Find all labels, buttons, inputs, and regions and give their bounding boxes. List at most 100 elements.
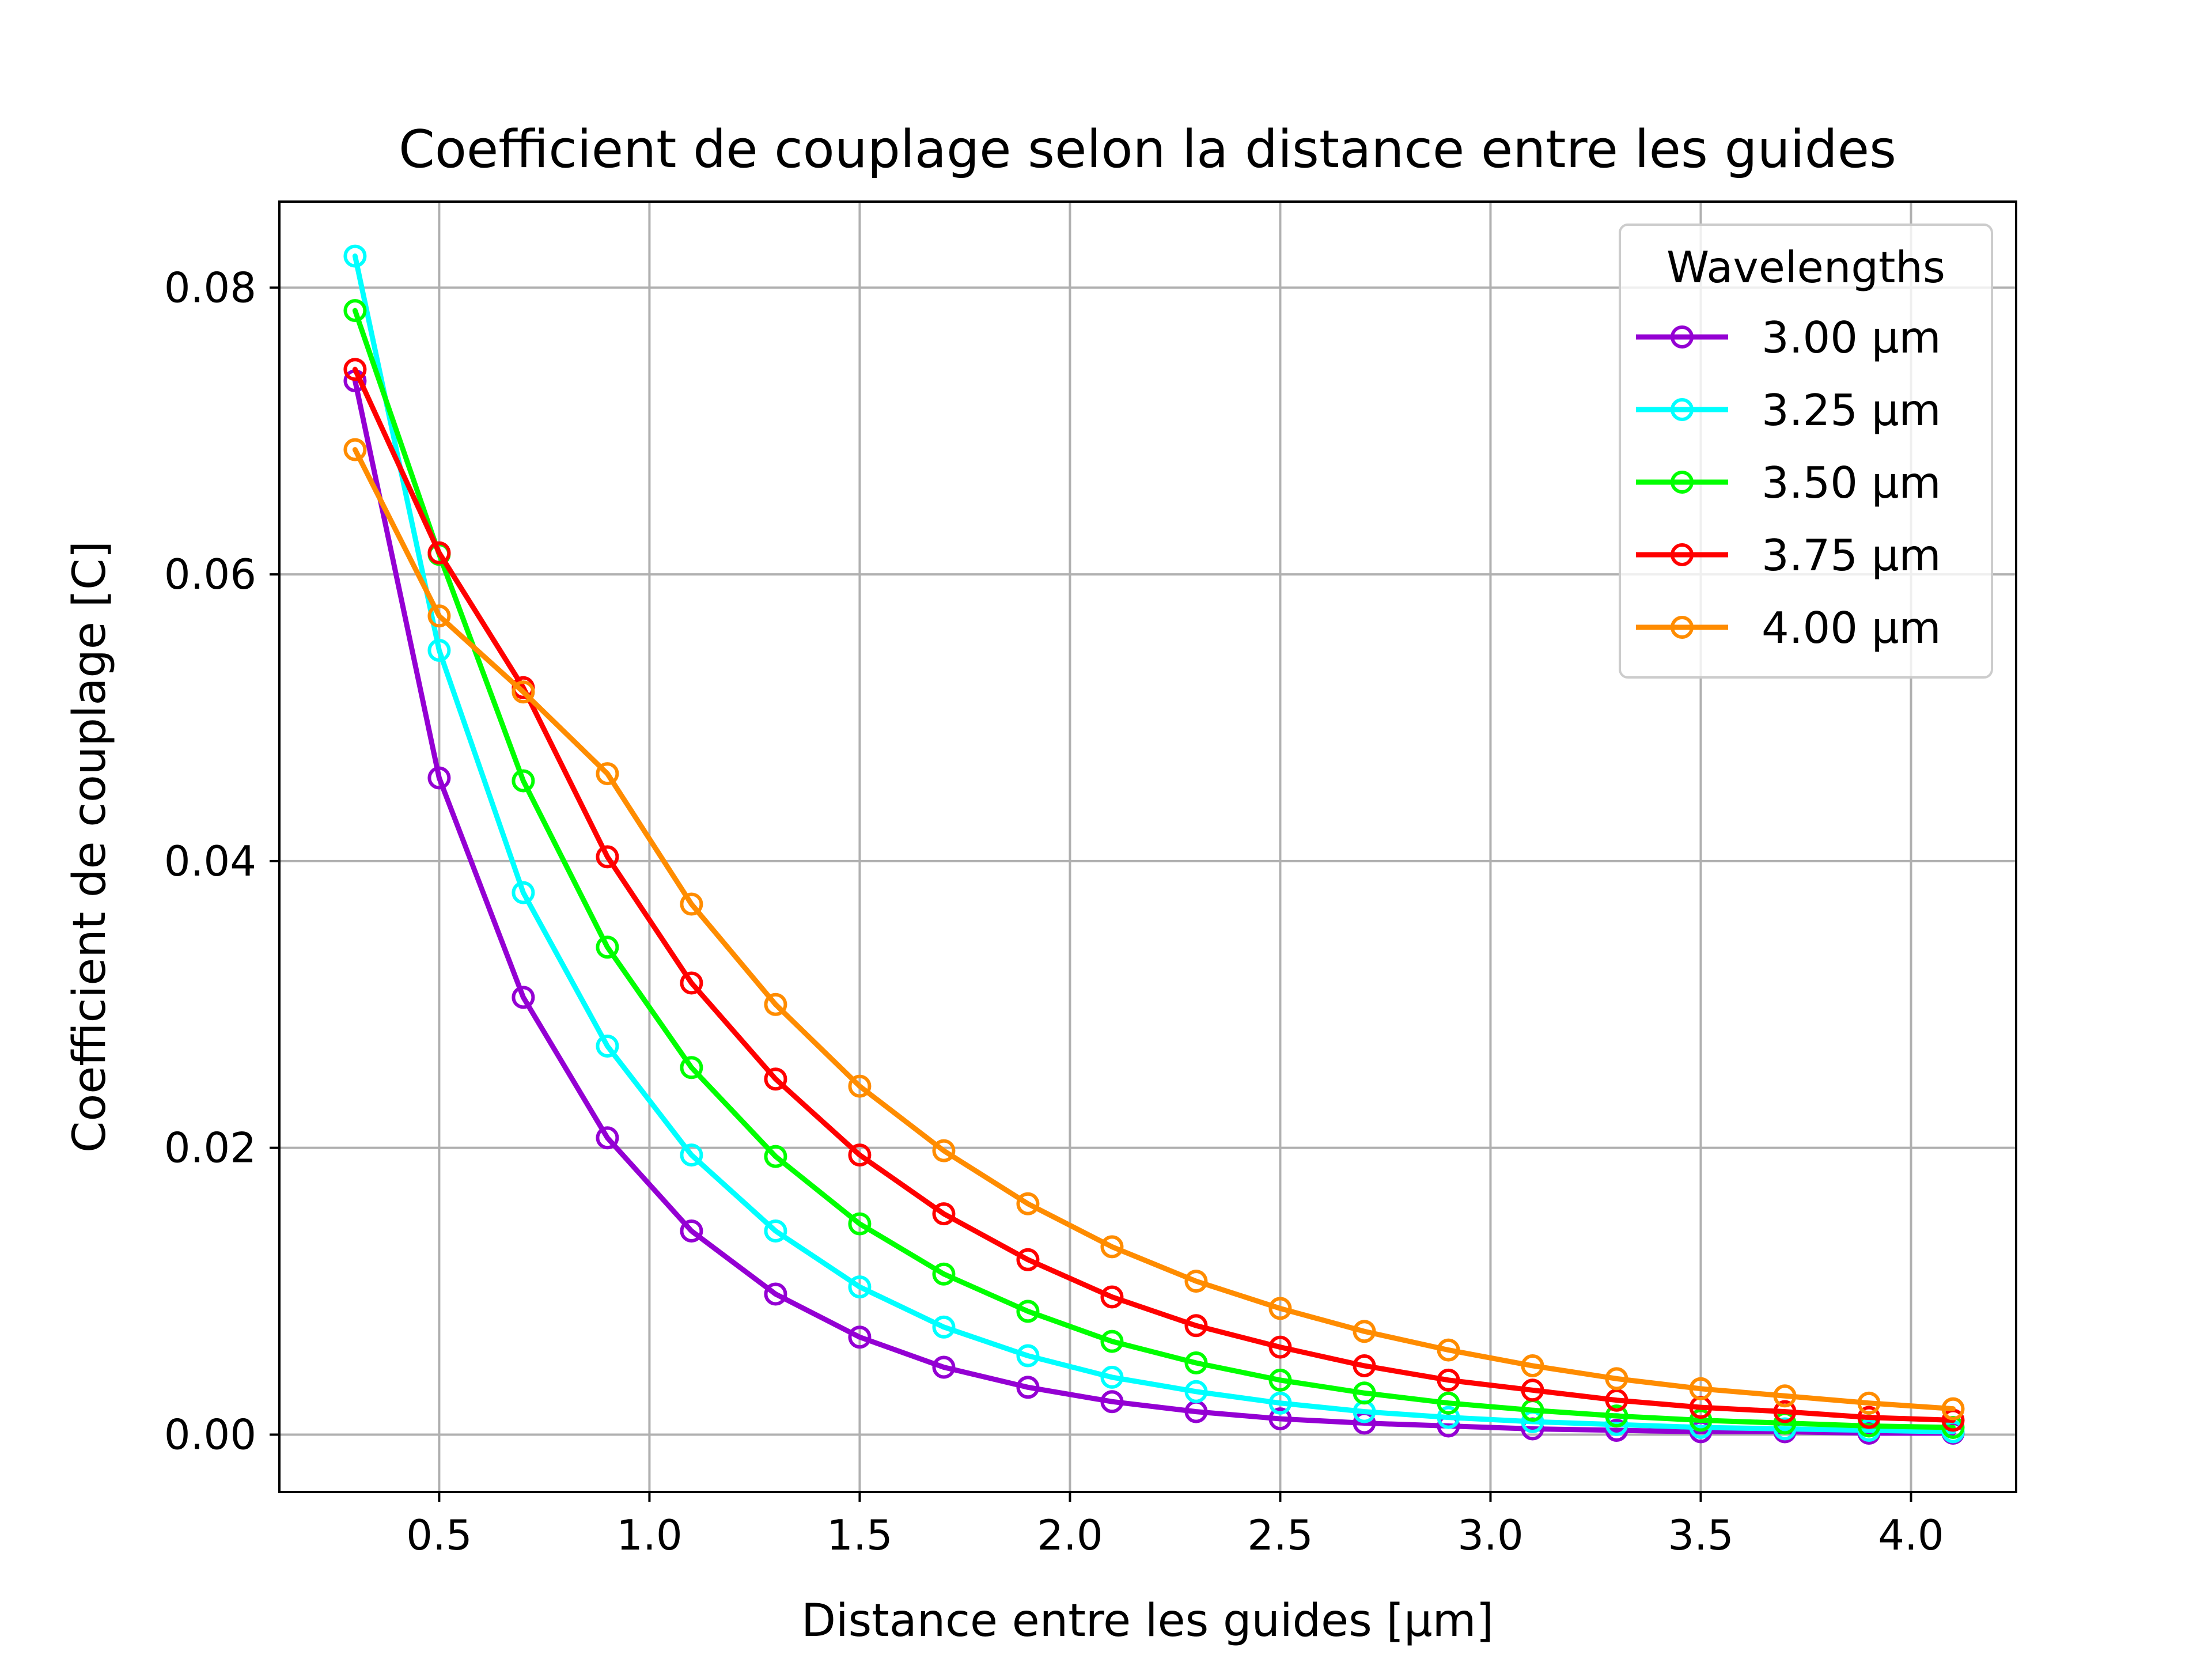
data-point [932,1355,956,1379]
data-point [343,299,367,323]
data-point [764,1219,787,1243]
x-tick-label: 2.5 [1247,1511,1313,1559]
data-point [427,639,451,662]
series-group [343,299,1965,1439]
data-point [1353,1320,1376,1343]
data-point [1016,1300,1040,1323]
data-point [848,1325,872,1349]
data-point [596,935,619,959]
data-point [1521,1354,1544,1377]
data-point [343,438,367,461]
data-point [343,244,367,268]
data-point [1016,1192,1040,1215]
data-point [1689,1408,1713,1432]
data-point [848,1275,872,1299]
data-point [1100,1390,1124,1414]
data-point [932,1315,956,1339]
data-point [1437,1368,1460,1392]
data-point [1857,1406,1881,1429]
data-point [1689,1377,1713,1400]
data-point [1016,1344,1040,1368]
y-tick-label: 0.02 [164,1124,256,1172]
x-tick-label: 3.5 [1668,1511,1734,1559]
series-group [343,438,1965,1421]
chart-title: Coefficient de couplage selon la distanc… [399,119,1896,180]
data-point [1437,1406,1460,1429]
y-tick-label: 0.06 [164,550,256,599]
data-point [764,1282,787,1306]
data-point [427,604,451,628]
data-point [1100,1235,1124,1259]
data-point [932,1139,956,1162]
data-point [848,1212,872,1236]
data-point [427,766,451,790]
y-axis-label: Coefficient de couplage [C] [64,541,116,1153]
legend-title: Wavelengths [1666,242,1945,293]
data-point [1941,1397,1965,1421]
data-point [680,892,703,916]
axis-ticks: 0.5 1.0 1.5 2.0 2.5 3.0 3.5 4.0 0.00 0.02 0.04 0.06… [164,263,1944,1559]
legend-entry: 3.00 μm [1636,312,1941,363]
data-point [1100,1330,1124,1353]
legend-entry: 4.00 μm [1636,603,1941,653]
data-point [1184,1314,1208,1338]
data-point [1605,1404,1628,1428]
y-tick-label: 0.00 [164,1410,256,1459]
legend-label: 3.75 μm [1762,530,1941,581]
data-point [1184,1380,1208,1403]
legend-entry: 3.50 μm [1636,457,1941,508]
data-point [680,1056,703,1080]
legend-label: 3.25 μm [1762,385,1941,435]
data-point [1521,1378,1544,1402]
data-point [848,1074,872,1098]
data-point [848,1143,872,1167]
data-point [427,541,451,565]
data-point [932,1202,956,1226]
data-point [1605,1388,1628,1412]
data-point [1773,1400,1797,1423]
data-point [1184,1270,1208,1293]
data-point [1184,1351,1208,1374]
data-point [512,769,535,793]
data-point [512,680,535,704]
data-point [1016,1376,1040,1399]
data-point [596,1034,619,1058]
legend: Wavelengths 3.00 μm 3.25 μm 3.50 μm 3.75 μm… [1619,224,1993,679]
data-point [1268,1407,1292,1431]
legend-marker [1671,616,1694,639]
data-point [764,1145,787,1168]
data-point [764,1067,787,1091]
data-point [1857,1391,1881,1415]
y-tick-label: 0.08 [164,263,256,312]
data-point [1353,1381,1376,1405]
series-line [352,366,1956,1423]
data-point [343,358,367,381]
data-point [1773,1384,1797,1408]
x-tick-label: 0.5 [406,1511,472,1559]
series-group [343,358,1965,1432]
x-tick-label: 1.0 [616,1511,683,1559]
data-point [680,971,703,995]
data-point [596,762,619,786]
data-point [512,881,535,904]
series-line [352,253,1956,1434]
data-point [1605,1367,1628,1391]
legend-marker [1671,471,1694,494]
x-tick-label: 4.0 [1878,1511,1944,1559]
x-tick-label: 1.5 [827,1511,893,1559]
data-point [596,845,619,869]
data-point [1100,1285,1124,1309]
data-point [1268,1297,1292,1320]
legend-label: 4.00 μm [1762,603,1941,653]
data-point [596,1126,619,1150]
legend-marker [1671,543,1694,566]
plot-frame [278,200,2017,1493]
data-point [680,1219,703,1243]
data-point [932,1262,956,1286]
y-tick-label: 0.04 [164,837,256,885]
data-point [1353,1354,1376,1377]
x-axis-label: Distance entre les guides [μm] [801,1595,1494,1647]
x-tick-label: 2.0 [1037,1511,1103,1559]
data-point [1437,1338,1460,1362]
